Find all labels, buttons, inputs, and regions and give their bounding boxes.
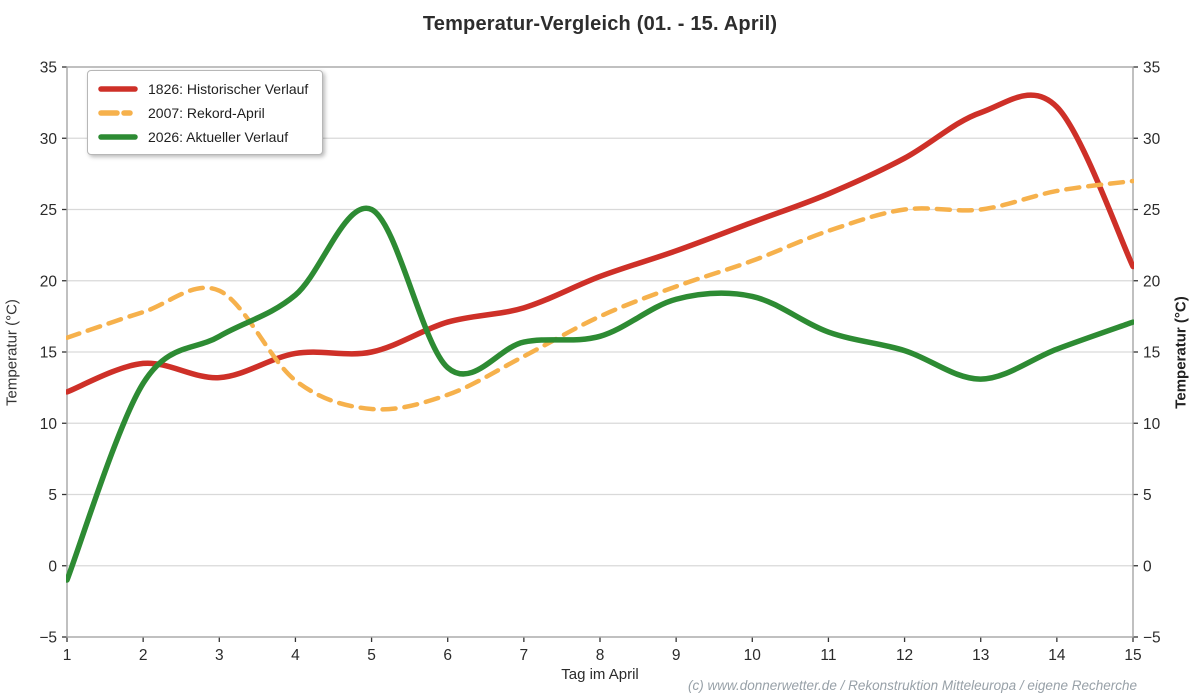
svg-text:15: 15 — [1143, 345, 1160, 362]
chart-legend: 1826: Historischer Verlauf 2007: Rekord-A… — [87, 70, 324, 155]
svg-text:20: 20 — [1143, 273, 1161, 290]
svg-text:35: 35 — [40, 60, 57, 77]
svg-text:5: 5 — [48, 487, 57, 504]
legend-item: 2026: Aktueller Verlauf — [98, 126, 308, 147]
svg-text:5: 5 — [1143, 487, 1152, 504]
legend-label: 1826: Historischer Verlauf — [148, 80, 309, 97]
svg-text:10: 10 — [1143, 416, 1161, 433]
svg-text:5: 5 — [367, 647, 376, 664]
svg-text:25: 25 — [40, 202, 57, 219]
svg-text:8: 8 — [596, 647, 605, 664]
svg-text:11: 11 — [820, 647, 836, 664]
svg-text:2: 2 — [139, 647, 148, 664]
svg-text:6: 6 — [443, 647, 452, 664]
svg-text:1: 1 — [63, 647, 72, 664]
svg-text:10: 10 — [744, 647, 762, 664]
legend-line-swatch — [98, 85, 138, 92]
legend-label: 2007: Rekord-April — [148, 104, 265, 121]
legend-item: 2007: Rekord-April — [98, 102, 308, 123]
svg-text:4: 4 — [291, 647, 300, 664]
svg-text:14: 14 — [1048, 647, 1066, 664]
legend-line-swatch — [98, 133, 138, 140]
svg-text:−5: −5 — [39, 630, 57, 647]
svg-text:15: 15 — [40, 345, 57, 362]
y-axis-label-right: Temperatur (°C) — [1172, 296, 1190, 409]
y-axis-label-left: Temperatur (°C) — [3, 299, 21, 406]
svg-text:0: 0 — [1143, 558, 1152, 575]
svg-text:35: 35 — [1143, 60, 1160, 77]
legend-label: 2026: Aktueller Verlauf — [148, 128, 289, 145]
legend-line-swatch — [98, 109, 138, 116]
svg-text:10: 10 — [40, 416, 58, 433]
chart-title: Temperatur-Vergleich (01. - 15. April) — [422, 13, 778, 35]
svg-text:12: 12 — [896, 647, 913, 664]
svg-text:−5: −5 — [1143, 630, 1161, 647]
svg-text:20: 20 — [40, 273, 58, 290]
svg-text:25: 25 — [1143, 202, 1160, 219]
svg-text:3: 3 — [215, 647, 224, 664]
svg-text:9: 9 — [672, 647, 681, 664]
x-axis-label: Tag im April — [561, 666, 639, 683]
svg-text:15: 15 — [1124, 647, 1141, 664]
footer-credit: (c) www.donnerwetter.de / Rekonstruktion… — [688, 678, 1137, 693]
legend-item: 1826: Historischer Verlauf — [98, 78, 308, 99]
svg-text:0: 0 — [48, 558, 57, 575]
svg-text:7: 7 — [520, 647, 529, 664]
svg-text:30: 30 — [1143, 131, 1161, 148]
svg-text:13: 13 — [972, 647, 989, 664]
svg-text:30: 30 — [40, 131, 58, 148]
